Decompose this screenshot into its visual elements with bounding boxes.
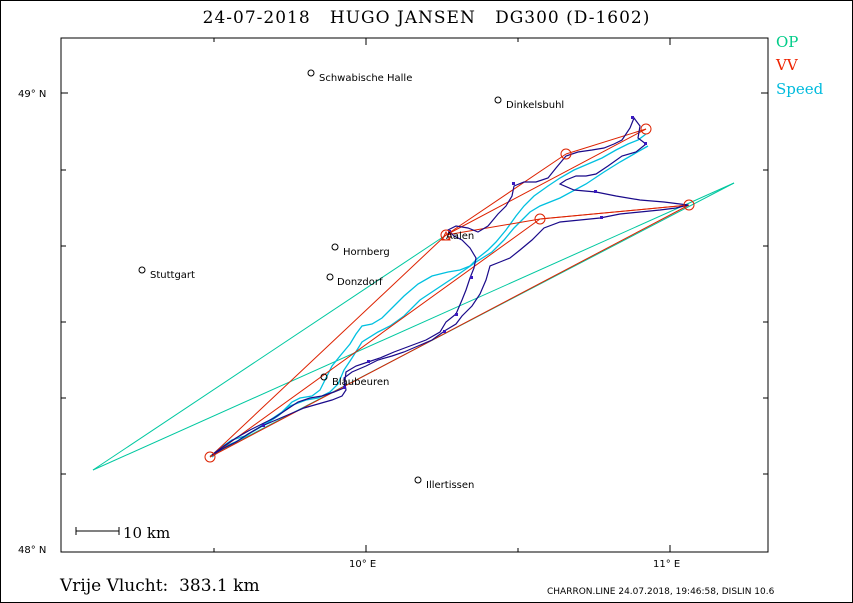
legend-speed: Speed [776, 80, 824, 98]
scale-bar [75, 527, 120, 535]
legend-vv: VV [776, 56, 798, 74]
speed-track-return [211, 145, 649, 458]
page-title: 24-07-2018 HUGO JANSEN DG300 (D-1602) [0, 8, 853, 28]
speed-track [211, 133, 647, 456]
scale-label: 10 km [123, 524, 170, 542]
start-triangle [441, 230, 451, 241]
lat-label-49: 49° N [18, 89, 46, 100]
towns: Schwabische Halle Dinkelsbuhl Stuttgart … [138, 69, 564, 491]
glider-id: DG300 (D-1602) [495, 8, 651, 28]
credit-line: CHARRON.LINE 24.07.2018, 19:46:58, DISLI… [547, 587, 775, 597]
distance-summary: Vrije Vlucht: 383.1 km [60, 576, 260, 596]
lat-label-48: 48° N [18, 545, 46, 556]
town-stuttgart: Stuttgart [150, 270, 195, 281]
lon-label-10: 10° E [349, 559, 376, 570]
town-aalen: Aalen [446, 231, 474, 242]
town-dinkelsbuhl: Dinkelsbuhl [506, 100, 564, 111]
lon-label-11: 11° E [653, 559, 680, 570]
town-donzdorf: Donzdorf [337, 277, 383, 288]
task-legs [209, 128, 690, 458]
town-schwabische-halle: Schwabische Halle [319, 73, 412, 84]
town-blaubeuren: Blaubeuren [332, 377, 389, 388]
plot-area [60, 37, 769, 553]
pilot-name: HUGO JANSEN [329, 8, 476, 28]
town-illertissen: Illertissen [426, 480, 474, 491]
flight-date: 24-07-2018 [202, 8, 311, 28]
op-sector-lines [92, 182, 735, 471]
legend-op: OP [776, 33, 799, 51]
turnpoint-circles [204, 123, 695, 463]
axis-ticks [61, 38, 768, 552]
town-hornberg: Hornberg [343, 247, 390, 258]
